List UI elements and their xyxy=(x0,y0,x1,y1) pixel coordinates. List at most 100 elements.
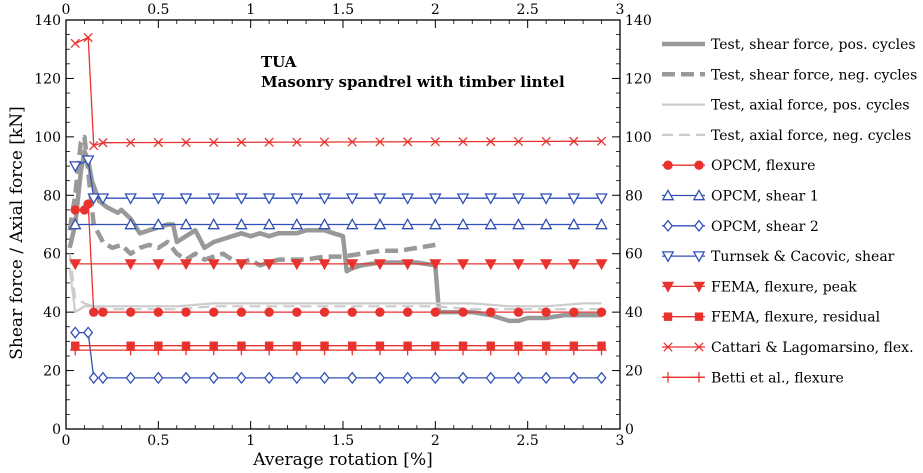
series-cattari-lagomarsino-flex-point xyxy=(98,138,108,148)
annotation-subtitle: Masonry spandrel with timber lintel xyxy=(261,73,565,91)
series-cattari-lagomarsino-flex-point xyxy=(596,136,607,146)
legend-marker xyxy=(661,188,675,201)
legend-marker xyxy=(693,372,705,383)
series-cattari-lagomarsino-flex-point xyxy=(458,136,468,147)
series-betti-et-al-flexure xyxy=(70,344,607,356)
series-turnsek-cacovic-shear-point xyxy=(484,193,498,205)
x-marker-stroke xyxy=(153,137,163,148)
legend-item-test-shear-force-pos-cycles: Test, shear force, pos. cycles xyxy=(662,37,916,53)
series-betti-et-al-flexure-point xyxy=(596,344,607,356)
y-tick-label-left: 0 xyxy=(52,422,61,438)
series-betti-et-al-flexure-point xyxy=(70,344,81,356)
series-opcm-flexure-point xyxy=(70,205,80,215)
series-turnsek-cacovic-shear-point xyxy=(68,161,82,173)
series-fema-flexure-peak-point xyxy=(69,259,82,271)
series-betti-et-al-flexure-point xyxy=(180,344,192,356)
series-cattari-lagomarsino-flex-point xyxy=(375,137,385,147)
legend-item-opcm-flexure: OPCM, flexure xyxy=(662,158,815,174)
series-cattari-lagomarsino-flex-point xyxy=(486,136,496,147)
y-tick-label-left: 60 xyxy=(43,247,61,263)
series-opcm-shear-1-point xyxy=(595,217,608,230)
x-marker-stroke xyxy=(541,136,551,147)
series-opcm-flexure-point xyxy=(292,307,302,317)
legend-marker xyxy=(694,312,704,321)
series-opcm-shear-2-point xyxy=(457,371,469,385)
series-betti-et-al-flexure-point xyxy=(319,344,330,356)
series-opcm-shear-1-point xyxy=(262,217,276,230)
series-opcm-shear-2-point xyxy=(319,371,330,385)
y-tick-label-left: 100 xyxy=(34,130,61,146)
series-turnsek-cacovic-shear-point xyxy=(81,155,95,167)
series-fema-flexure-peak xyxy=(69,259,608,271)
legend-item-opcm-shear-2: OPCM, shear 2 xyxy=(662,219,819,235)
x-tick-label-top: 2.5 xyxy=(517,2,539,18)
series-opcm-shear-2-point xyxy=(180,371,192,385)
series-opcm-shear-1-point xyxy=(401,217,414,230)
series-betti-et-al-flexure-point xyxy=(430,344,441,356)
series-opcm-flexure-point xyxy=(236,307,247,317)
series-opcm-shear-2-point xyxy=(568,371,579,385)
series-opcm-shear-1-point xyxy=(68,217,82,230)
legend-marker xyxy=(661,281,675,293)
y-tick-label-right: 120 xyxy=(625,71,652,87)
series-turnsek-cacovic-shear-point xyxy=(207,193,221,205)
legend-marker xyxy=(661,251,675,263)
series-opcm-shear-2-point xyxy=(97,371,108,385)
legend-label: Test, shear force, neg. cycles xyxy=(711,67,917,83)
legend-marker xyxy=(694,342,704,352)
x-tick-label-top: 1 xyxy=(246,2,255,18)
series-opcm-shear-1-point xyxy=(124,217,137,230)
x-marker-stroke xyxy=(98,138,108,148)
series-betti-et-al-flexure-point xyxy=(485,344,496,356)
series-opcm-shear-2-point xyxy=(264,371,275,385)
series-cattari-lagomarsino-flex-point xyxy=(209,137,219,148)
series-fema-flexure-peak-point xyxy=(346,259,359,271)
x-marker-stroke xyxy=(402,137,413,147)
series-turnsek-cacovic-shear-point xyxy=(429,193,442,205)
series-betti-et-al-flexure-point xyxy=(236,344,247,356)
series-opcm-flexure-point xyxy=(98,307,108,317)
series-betti-et-al-flexure-point xyxy=(347,344,358,356)
series-cattari-lagomarsino-flex-point xyxy=(153,137,163,148)
legend-label: OPCM, shear 1 xyxy=(711,189,819,205)
y-tick-label-right: 80 xyxy=(625,188,643,204)
series-fema-flexure-peak-point xyxy=(429,259,442,271)
legend-label: Test, shear force, pos. cycles xyxy=(711,37,916,53)
series-opcm-shear-2-point xyxy=(596,371,607,385)
series-test-shear-force-pos-cycles xyxy=(67,149,602,324)
series-opcm-shear-2-point xyxy=(208,371,219,385)
series-fema-flexure-peak-point xyxy=(235,259,248,271)
series-betti-et-al-flexure-point xyxy=(208,344,219,356)
legend-label: Test, axial force, neg. cycles xyxy=(711,128,911,144)
x-marker-stroke xyxy=(181,137,191,148)
x-marker-stroke xyxy=(209,137,219,148)
series-turnsek-cacovic-shear-point xyxy=(262,193,276,205)
series-cattari-lagomarsino-flex-point xyxy=(83,32,93,43)
series-opcm-flexure-point xyxy=(125,307,136,317)
series-cattari-lagomarsino-flex xyxy=(70,32,607,151)
series-fema-flexure-residual xyxy=(71,341,606,350)
x-marker-stroke xyxy=(486,136,496,147)
legend-item-turnsek-cacovic-shear: Turnsek & Cacovic, shear xyxy=(661,249,895,265)
legend-label: FEMA, flexure, peak xyxy=(711,279,857,295)
legend-marker xyxy=(692,251,706,263)
legend-label: Test, axial force, pos. cycles xyxy=(711,98,910,114)
series-fema-flexure-peak-point xyxy=(484,259,497,271)
y-tick-label-left: 40 xyxy=(43,305,61,321)
legend-marker xyxy=(693,219,705,233)
x-marker-stroke xyxy=(125,137,136,148)
series-opcm-flexure-point xyxy=(513,307,524,317)
series-cattari-lagomarsino-flex-point xyxy=(292,137,302,147)
series-fema-flexure-peak-point xyxy=(124,259,137,271)
series-turnsek-cacovic-shear-point xyxy=(345,193,359,205)
legend-marker xyxy=(662,372,674,383)
series-opcm-shear-2-point xyxy=(236,371,247,385)
series-opcm-flexure-point xyxy=(83,199,93,209)
x-tick-label-bottom: 1.5 xyxy=(332,433,354,449)
series-cattari-lagomarsino-flex-point xyxy=(430,137,440,147)
series-fema-flexure-peak-point xyxy=(207,259,220,271)
series-opcm-flexure-point xyxy=(486,307,496,317)
series-layer xyxy=(67,32,608,385)
y-tick-label-right: 100 xyxy=(625,130,652,146)
series-test-shear-force-neg-cycles xyxy=(67,134,436,268)
